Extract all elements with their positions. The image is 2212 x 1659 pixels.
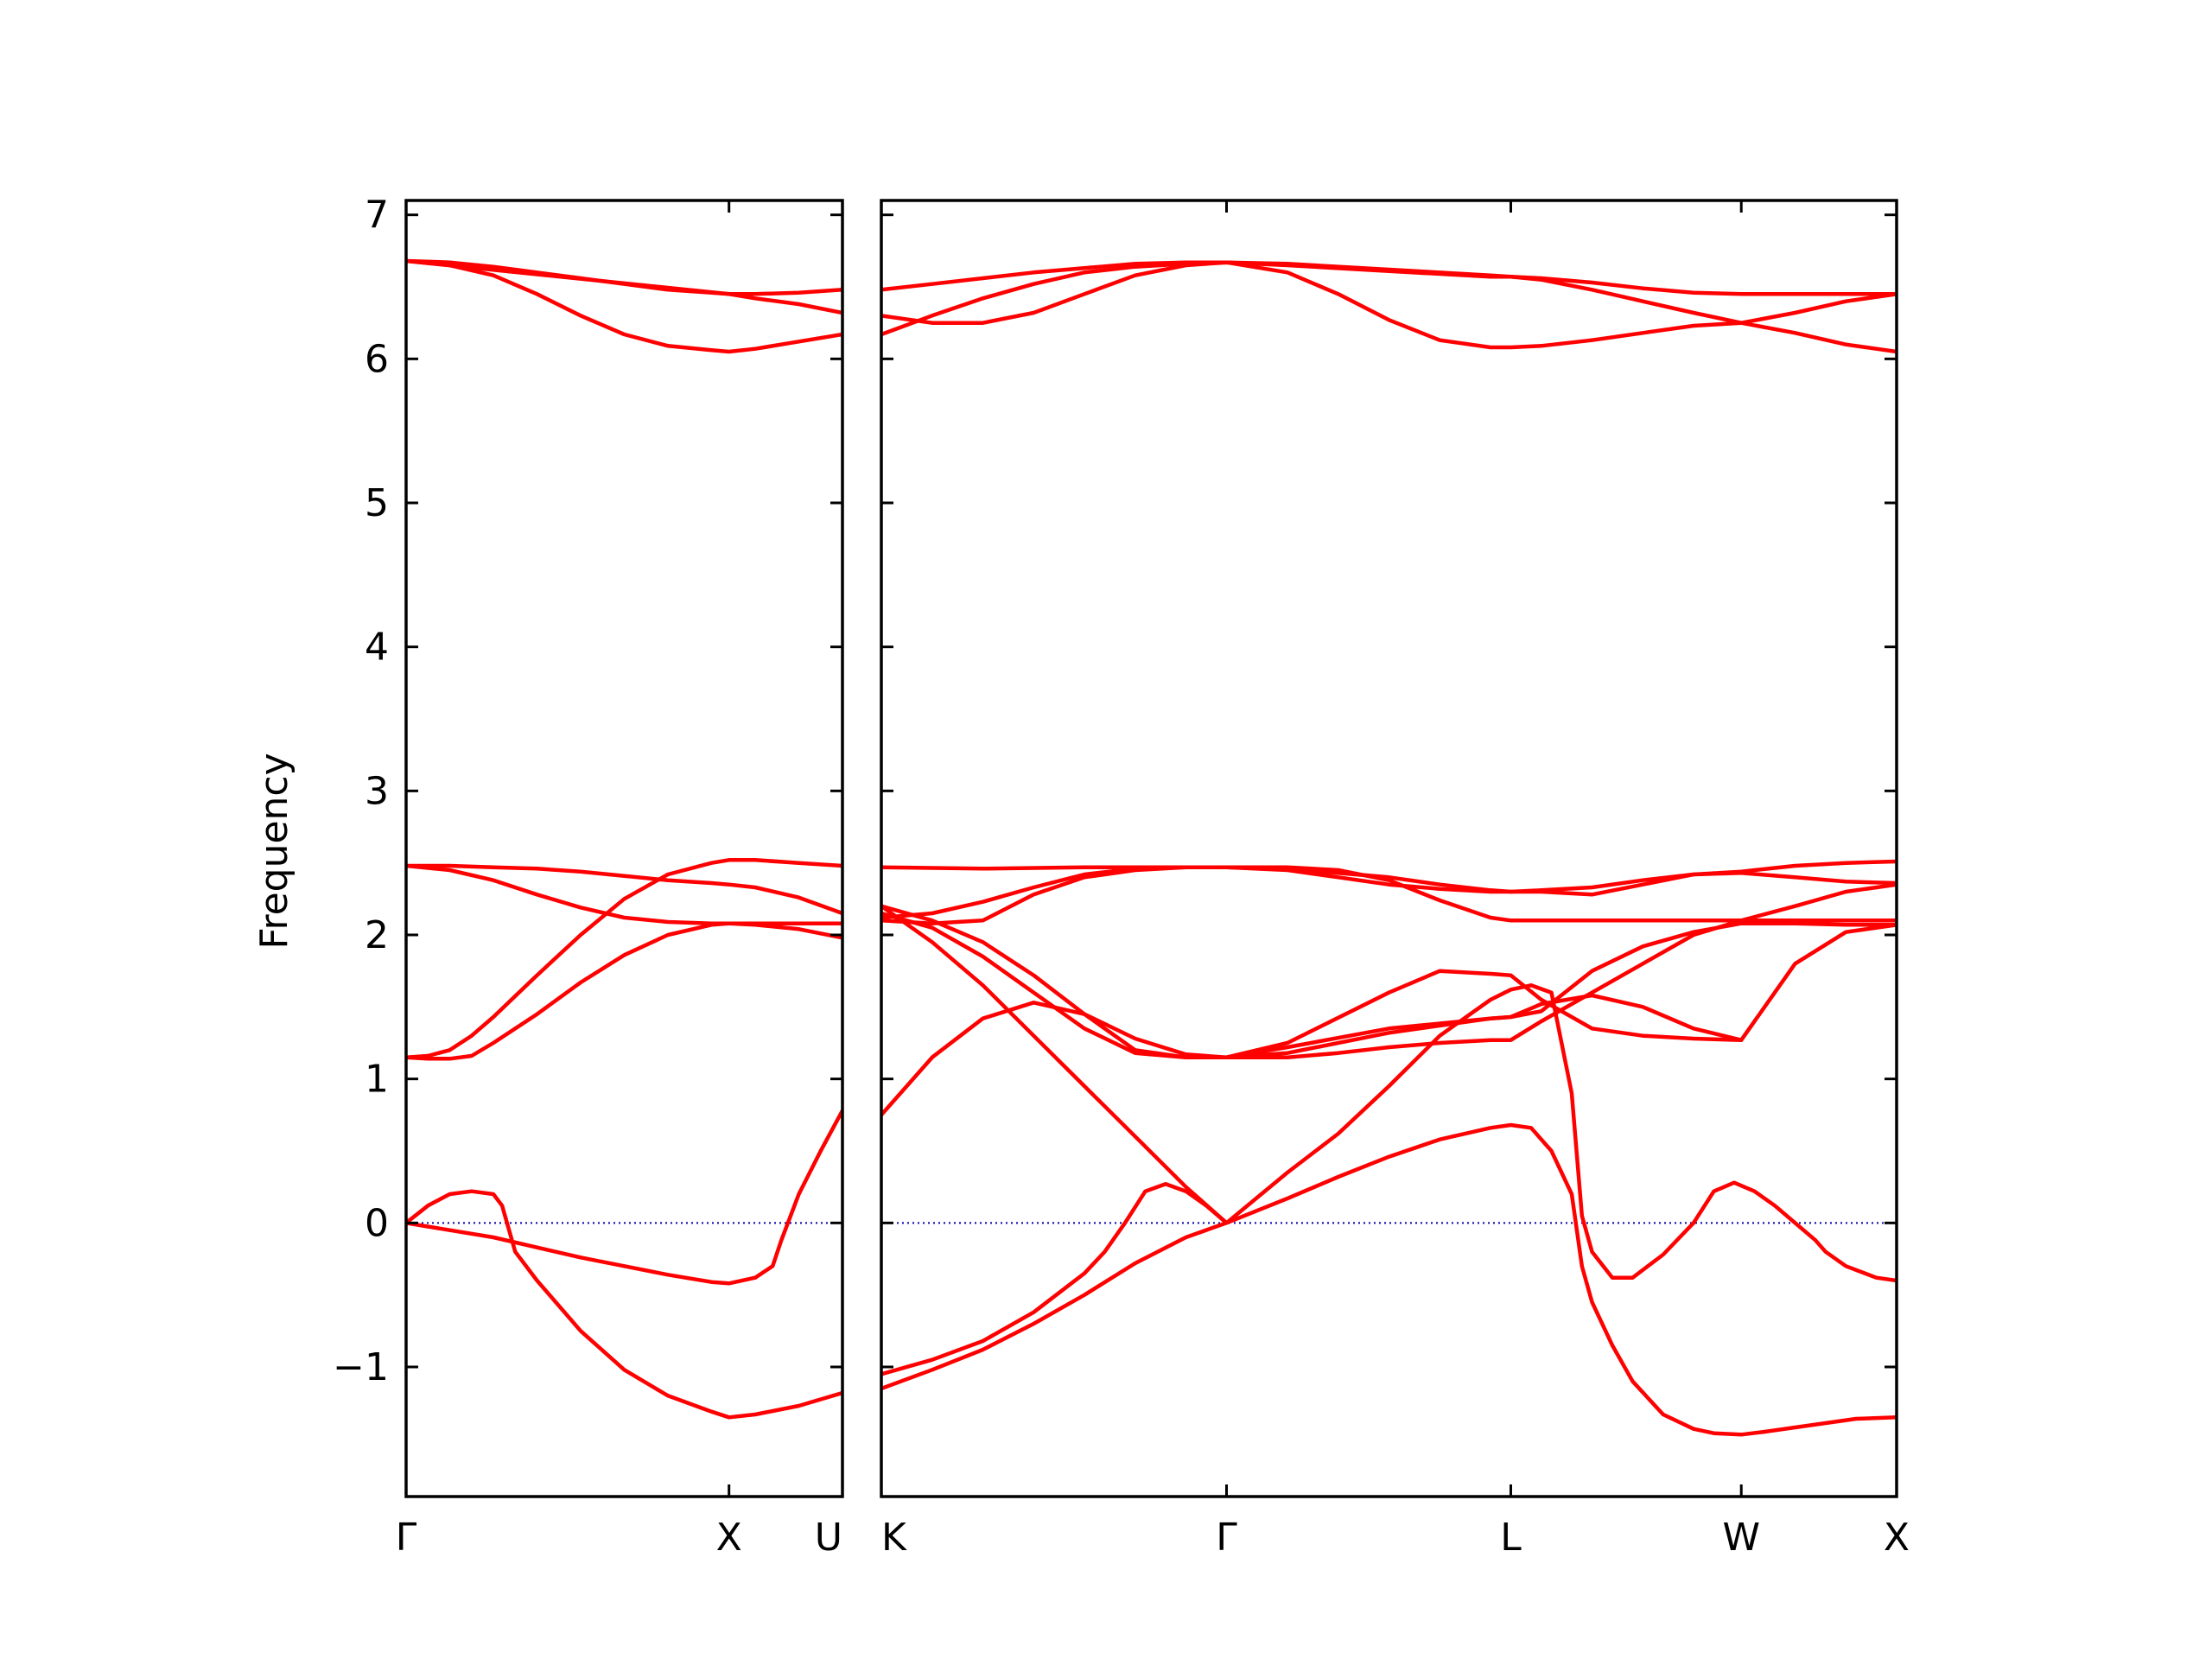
x-tick-label: L [1500, 1516, 1522, 1560]
bands-group [406, 258, 842, 1420]
band-line-5 [1224, 969, 1744, 1059]
y-tick-label: 3 [365, 769, 389, 813]
x-tick-label: W [1722, 1516, 1760, 1560]
band-line-3 [881, 904, 1229, 1225]
y-tick-label: 5 [365, 481, 389, 525]
panel-frame [404, 199, 844, 1498]
y-tick-label: 1 [365, 1058, 389, 1102]
bands-group [881, 260, 1897, 1437]
left-panel: −1 0 1 2 3 4 5 6 7 Γ X U [333, 194, 844, 1560]
band-line-6 [881, 859, 1897, 925]
band-line-11 [881, 260, 1897, 354]
x-tick-label: X [716, 1516, 742, 1560]
band-line-13 [881, 260, 1897, 296]
band-line-4 [406, 863, 842, 940]
y-axis-label: Frequency [252, 753, 296, 949]
band-line-2 [406, 858, 842, 1059]
band-line-8 [406, 258, 842, 296]
band-line-10 [881, 904, 1897, 1059]
band-line-0 [406, 1189, 842, 1420]
band-line-3 [406, 921, 842, 1061]
band-line-1 [881, 1182, 1229, 1376]
y-tick-label: 2 [365, 913, 389, 957]
y-tick-label: −1 [333, 1345, 389, 1389]
x-tick-label: Γ [396, 1516, 417, 1560]
panel-frame [880, 199, 1898, 1498]
x-tick-label: Γ [1216, 1516, 1237, 1560]
y-tick-label: 0 [365, 1201, 389, 1245]
band-line-8 [881, 865, 1897, 923]
y-tick-label: 4 [365, 626, 389, 670]
x-tick-label: U [815, 1516, 842, 1560]
y-tick-label: 6 [365, 337, 389, 381]
band-line-1 [406, 1109, 842, 1286]
x-tick-label: X [1884, 1516, 1910, 1560]
band-line-2 [1224, 983, 1897, 1283]
band-line-0 [881, 1122, 1897, 1437]
band-line-6 [406, 258, 842, 354]
x-tick-label: K [881, 1516, 907, 1560]
y-tick-label: 7 [365, 194, 389, 238]
band-line-5 [406, 863, 842, 916]
